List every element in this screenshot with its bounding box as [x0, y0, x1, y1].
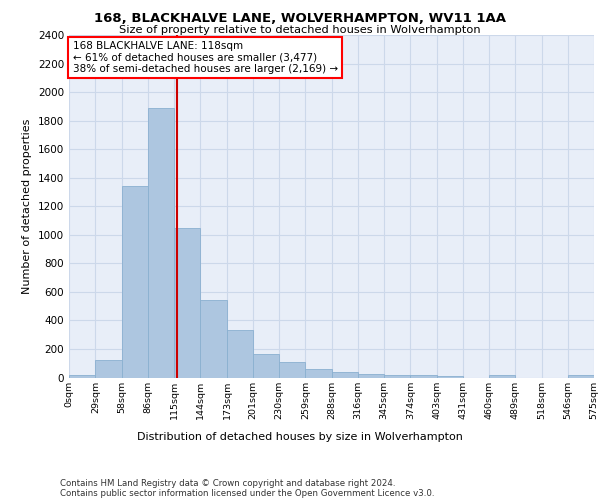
Bar [227, 330, 253, 378]
Bar [174, 228, 200, 378]
Bar [305, 369, 332, 378]
Text: Contains HM Land Registry data © Crown copyright and database right 2024.: Contains HM Land Registry data © Crown c… [60, 478, 395, 488]
Text: 168, BLACKHALVE LANE, WOLVERHAMPTON, WV11 1AA: 168, BLACKHALVE LANE, WOLVERHAMPTON, WV1… [94, 12, 506, 24]
Text: 168 BLACKHALVE LANE: 118sqm
← 61% of detached houses are smaller (3,477)
38% of : 168 BLACKHALVE LANE: 118sqm ← 61% of det… [73, 40, 338, 74]
Bar [253, 354, 279, 378]
Bar [122, 186, 148, 378]
Text: Contains public sector information licensed under the Open Government Licence v3: Contains public sector information licen… [60, 488, 434, 498]
Bar [489, 376, 515, 378]
Bar [69, 376, 95, 378]
Bar [148, 108, 174, 378]
Bar [279, 362, 305, 378]
Bar [358, 374, 384, 378]
Bar [437, 376, 463, 378]
Bar [568, 375, 594, 378]
Text: Size of property relative to detached houses in Wolverhampton: Size of property relative to detached ho… [119, 25, 481, 35]
Bar [410, 375, 437, 378]
Y-axis label: Number of detached properties: Number of detached properties [22, 118, 32, 294]
Text: Distribution of detached houses by size in Wolverhampton: Distribution of detached houses by size … [137, 432, 463, 442]
Bar [332, 372, 358, 378]
Bar [200, 300, 227, 378]
Bar [384, 376, 410, 378]
Bar [95, 360, 122, 378]
